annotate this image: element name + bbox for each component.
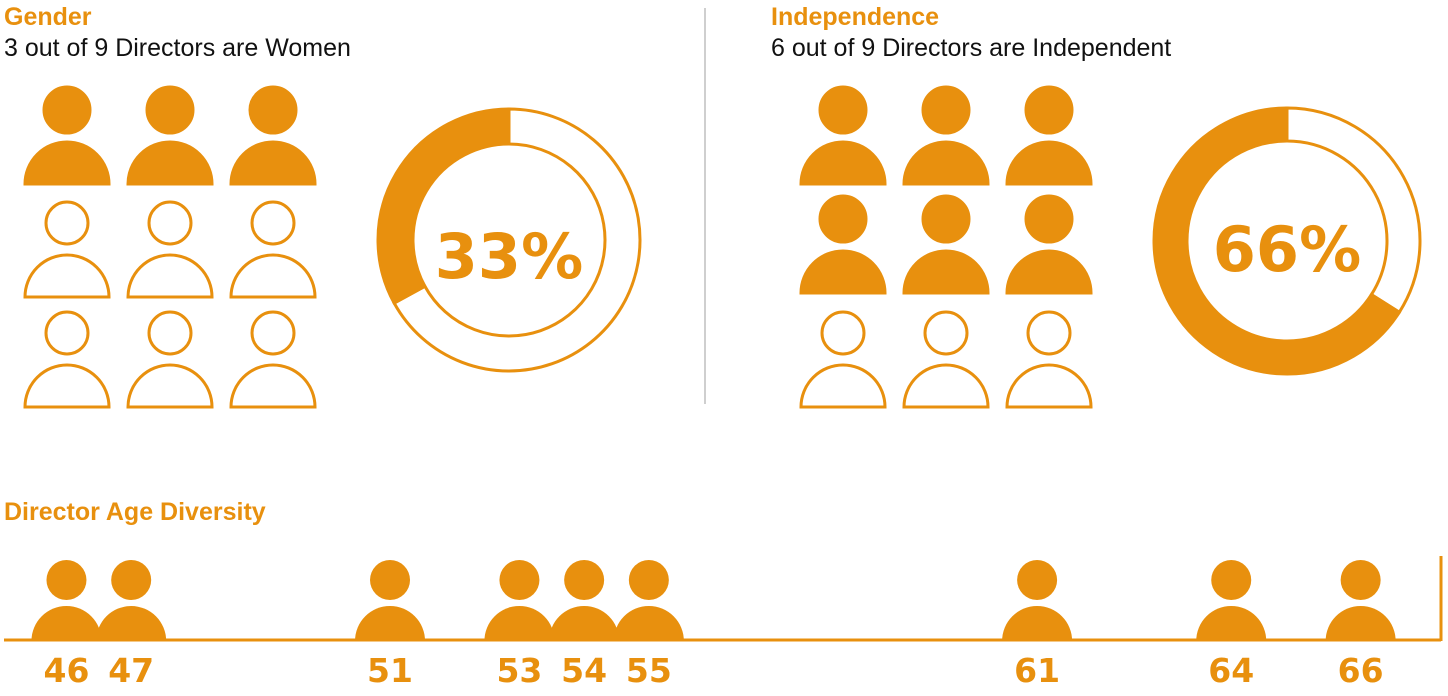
- gender-donut-fill: [376, 107, 511, 306]
- independence-subtitle: 6 out of 9 Directors are Independent: [771, 34, 1172, 62]
- person-icon: [229, 200, 317, 299]
- person-icon: [799, 85, 887, 186]
- age-marker: 64: [1196, 560, 1267, 690]
- age-marker: 61: [1002, 560, 1073, 690]
- person-icon: [126, 200, 214, 299]
- person-icon: [1005, 85, 1093, 186]
- age-marker: 55: [613, 560, 684, 690]
- age-marker: 66: [1325, 560, 1396, 690]
- age-tick-label: 66: [1338, 651, 1384, 690]
- age-tick-label: 54: [561, 651, 607, 690]
- person-icon: [229, 85, 317, 186]
- person-icon: [23, 200, 111, 299]
- independence-percent-label: 66%: [1213, 213, 1361, 286]
- independence-donut-fill: [1152, 106, 1402, 376]
- section-divider: [704, 8, 706, 404]
- gender-title: Gender: [4, 3, 92, 31]
- age-marker: 51: [355, 560, 426, 690]
- age-marker: 46: [31, 560, 102, 690]
- gender-donut-remainder: [392, 107, 642, 373]
- age-tick-label: 55: [626, 651, 672, 690]
- gender-percent-label: 33%: [435, 220, 583, 293]
- independence-donut: 66%: [1152, 106, 1422, 376]
- independence-icon-grid: [799, 85, 1093, 409]
- person-icon: [799, 310, 887, 409]
- gender-subtitle: 3 out of 9 Directors are Women: [4, 34, 351, 62]
- person-icon: [126, 85, 214, 186]
- age-marker: 53: [484, 560, 555, 690]
- person-icon: [23, 310, 111, 409]
- age-tick-label: 46: [44, 651, 90, 690]
- person-icon: [126, 310, 214, 409]
- age-tick-label: 51: [367, 651, 413, 690]
- age-timeline: 46 47 51 53 54 55 61 64 66: [4, 556, 1443, 690]
- person-icon: [1005, 310, 1093, 409]
- gender-icon-grid: [23, 85, 317, 409]
- person-icon: [229, 310, 317, 409]
- age-tick-label: 53: [496, 651, 542, 690]
- age-diversity-title: Director Age Diversity: [4, 498, 266, 526]
- person-icon: [1005, 194, 1093, 295]
- age-tick-label: 47: [108, 651, 154, 690]
- age-tick-label: 64: [1208, 651, 1254, 690]
- person-icon: [799, 194, 887, 295]
- independence-title: Independence: [771, 3, 940, 31]
- gender-donut: 33%: [376, 107, 642, 373]
- person-icon: [902, 85, 990, 186]
- age-marker: 54: [549, 560, 620, 690]
- person-icon: [902, 194, 990, 295]
- person-icon: [23, 85, 111, 186]
- person-icon: [902, 310, 990, 409]
- age-tick-label: 61: [1014, 651, 1060, 690]
- age-marker: 47: [96, 560, 167, 690]
